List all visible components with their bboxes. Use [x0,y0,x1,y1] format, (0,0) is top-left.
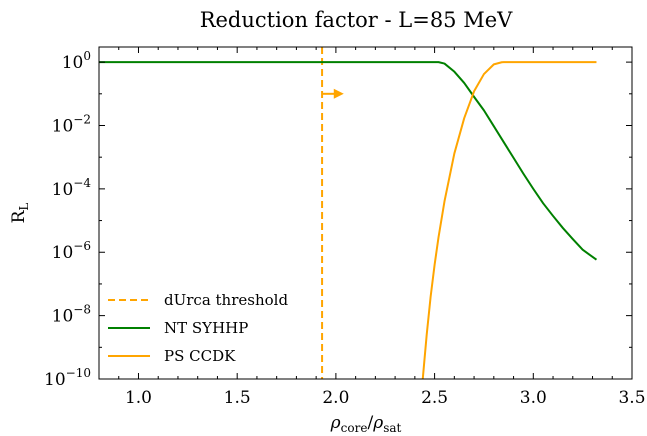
y-tick-label: 100 [62,49,91,73]
series-line-nt-syhhp [99,61,598,261]
x-tick-label: 2.0 [322,388,349,408]
series-line-ps-ccdk [421,61,597,379]
x-tick-label: 1.0 [125,388,152,408]
x-tick-label: 2.5 [421,388,448,408]
x-tick-label: 1.5 [224,388,251,408]
x-axis-label: ρcore/ρsat [330,413,402,435]
legend-label: NT SYHHP [164,319,248,337]
y-ticks: 10−10 10−8 10−6 10−4 10−2 100 [44,49,632,390]
y-tick-label: 10−4 [52,176,92,200]
y-tick-label: 10−2 [52,112,91,136]
x-ticks: 1.0 1.5 2.0 2.5 3.0 3.5 [118,47,646,408]
y-tick-label: 10−8 [52,303,91,327]
y-tick-label: 10−10 [44,366,91,390]
x-tick-label: 3.5 [618,388,645,408]
x-tick-label: 3.0 [520,388,547,408]
plot-frame [98,46,633,380]
series-layer [99,47,598,379]
y-tick-label: 10−6 [52,239,91,263]
plot-area: 1.0 1.5 2.0 2.5 3.0 3.5 10−10 10−8 10−6 10−4 10−2… [44,46,646,408]
legend-label: dUrca threshold [164,291,288,309]
threshold-arrow-head [333,88,344,99]
y-axis-label: RL [9,203,31,224]
legend: dUrca threshold NT SYHHP PS CCDK [108,291,288,365]
chart-title: Reduction factor - L=85 MeV [200,8,513,32]
legend-label: PS CCDK [164,347,236,365]
